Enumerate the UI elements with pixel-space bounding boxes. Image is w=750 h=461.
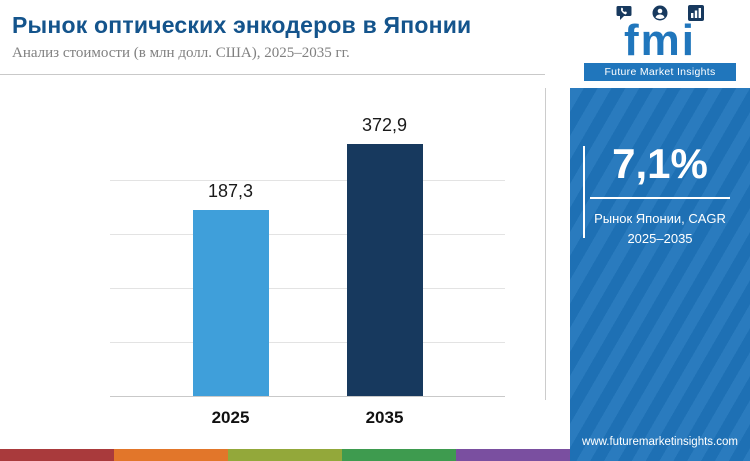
bar-chart-icon: [688, 5, 704, 21]
page-subtitle: Анализ стоимости (в млн долл. США), 2025…: [12, 45, 350, 61]
footer-color-stripe: [0, 449, 570, 461]
stripe-segment: [114, 449, 228, 461]
cagr-block: 7,1% Рынок Японии, CAGR 2025–2035: [590, 140, 730, 249]
gridline: [110, 234, 505, 235]
logo-icons: [616, 5, 704, 21]
sidebar: fmi Future Market Insights 7,1% Рынок Яп…: [570, 0, 750, 461]
x-axis-label: 2035: [365, 408, 404, 427]
x-axis-baseline: [110, 396, 505, 397]
vertical-divider: [545, 88, 546, 400]
stripe-segment: [456, 449, 570, 461]
chart-bar: [192, 210, 269, 396]
main-area: Рынок оптических энкодеров в Японии Анал…: [0, 0, 570, 461]
chart-bar: [346, 144, 423, 396]
bar-value-label: 187,3: [207, 181, 254, 201]
page-title: Рынок оптических энкодеров в Японии: [12, 12, 472, 38]
logo-wordmark: fmi: [624, 16, 696, 65]
gridline: [110, 342, 505, 343]
bar-column-2035: 372,9 2035: [346, 115, 423, 427]
stripe-segment: [342, 449, 456, 461]
bar-group: 187,3 2025 372,9 2035: [110, 115, 505, 427]
stripe-segment: [228, 449, 342, 461]
stripe-segment: [0, 449, 114, 461]
cagr-value: 7,1%: [612, 140, 708, 187]
x-axis-label: 2025: [211, 408, 250, 427]
accent-line: [583, 146, 585, 238]
cagr-label-line1: Рынок Японии, CAGR: [594, 211, 726, 226]
bar-value-label: 372,9: [361, 115, 408, 135]
gridline: [110, 288, 505, 289]
chat-phone-icon: [616, 5, 632, 21]
cagr-label: Рынок Японии, CAGR 2025–2035: [594, 209, 726, 249]
header: Рынок оптических энкодеров в Японии Анал…: [0, 0, 545, 75]
cagr-divider: [590, 197, 730, 199]
sidebar-panel: 7,1% Рынок Японии, CAGR 2025–2035 www.fu…: [570, 88, 750, 461]
bar-chart: 187,3 2025 372,9 2035: [110, 115, 505, 427]
logo-tagline: Future Market Insights: [584, 63, 736, 82]
website-link[interactable]: www.futuremarketinsights.com: [582, 436, 738, 448]
person-icon: [652, 5, 668, 21]
cagr-label-line2: 2025–2035: [627, 231, 693, 247]
fmi-logo: fmi Future Market Insights: [570, 0, 750, 88]
bar-column-2025: 187,3 2025: [192, 181, 269, 427]
gridline: [110, 180, 505, 181]
